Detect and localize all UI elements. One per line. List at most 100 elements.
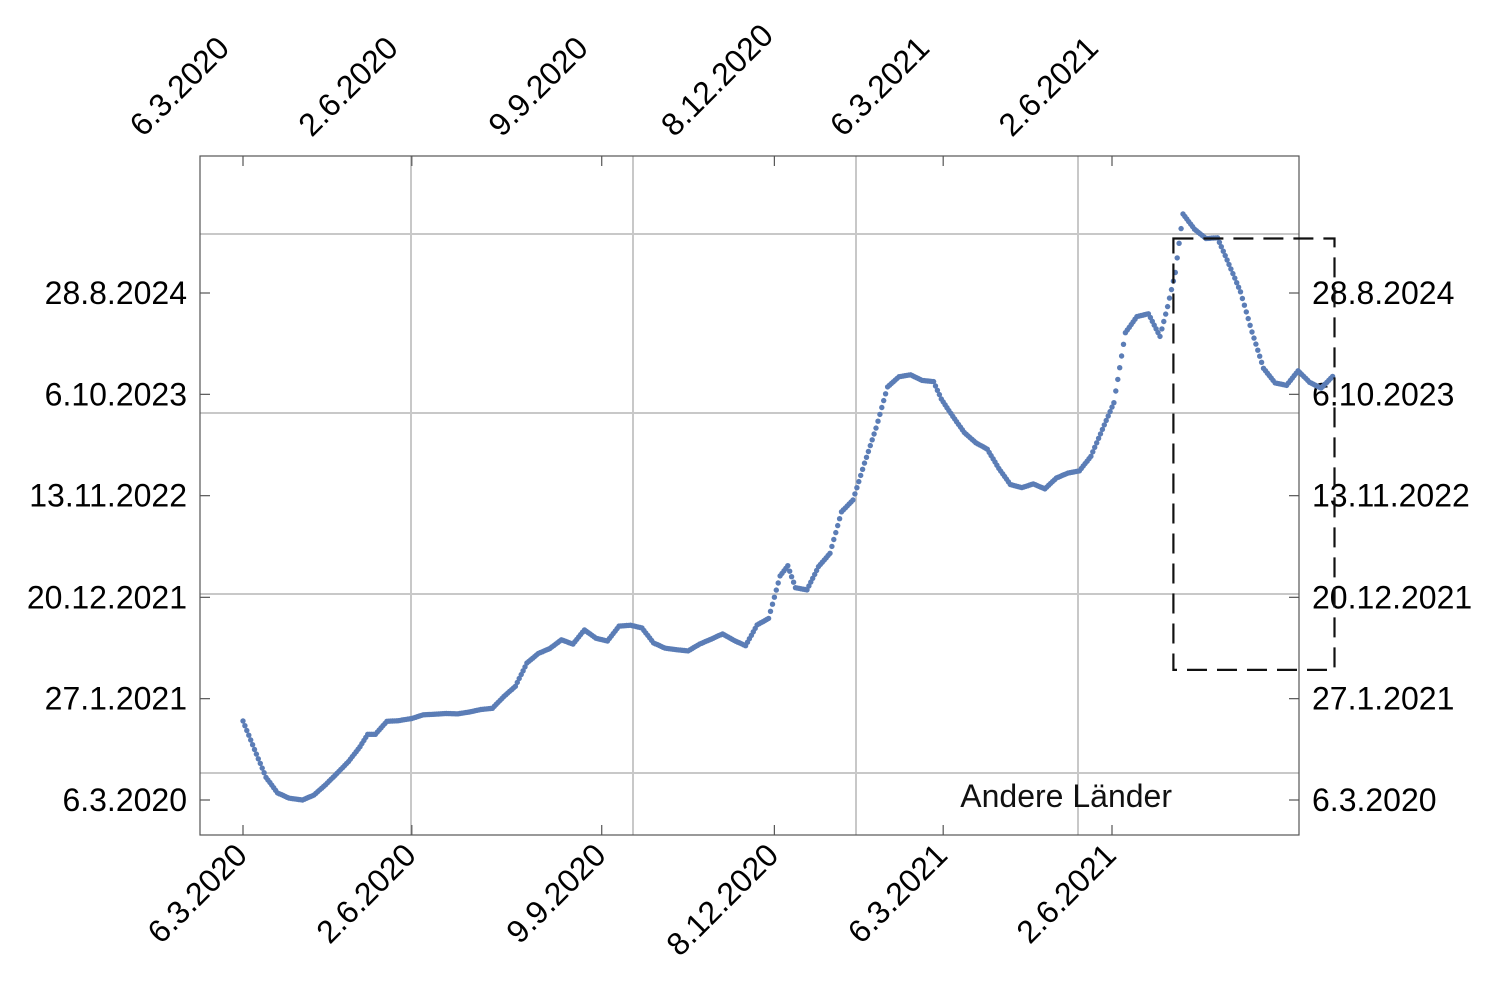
data-point xyxy=(936,391,943,398)
data-point xyxy=(1218,244,1225,250)
data-point xyxy=(783,565,789,571)
data-point xyxy=(1253,341,1259,347)
data-point xyxy=(522,664,528,670)
y-tick-label-left: 27.1.2021 xyxy=(45,681,187,717)
data-point xyxy=(1224,257,1230,263)
data-point xyxy=(829,543,835,550)
x-tick-label-bottom: 6.3.2020 xyxy=(140,836,254,950)
data-point xyxy=(257,760,263,767)
data-point xyxy=(1255,347,1261,353)
data-point xyxy=(854,485,860,491)
data-point xyxy=(1028,481,1035,488)
data-point xyxy=(1111,400,1117,406)
data-point xyxy=(1143,311,1150,317)
data-point xyxy=(873,425,879,431)
data-point xyxy=(332,772,338,778)
data-point xyxy=(865,448,872,455)
data-point xyxy=(775,580,781,586)
data-point xyxy=(881,397,887,404)
data-point xyxy=(932,383,939,389)
data-point xyxy=(773,587,779,593)
data-point xyxy=(869,437,875,443)
data-point xyxy=(1051,477,1058,483)
data-point xyxy=(441,710,448,717)
x-tick-label-top: 2.6.2021 xyxy=(991,29,1105,143)
data-point xyxy=(249,742,256,748)
y-tick-label-left: 13.11.2022 xyxy=(29,478,187,514)
x-tick-label-bottom: 2.6.2021 xyxy=(1009,836,1123,950)
data-point xyxy=(240,718,246,724)
data-point xyxy=(261,770,267,776)
data-point xyxy=(255,756,261,762)
data-point xyxy=(1005,479,1012,485)
data-point xyxy=(1132,316,1138,322)
data-point xyxy=(741,642,747,648)
data-point xyxy=(1094,440,1100,446)
data-point xyxy=(1234,280,1240,286)
data-point xyxy=(1163,311,1169,317)
y-tick-label-right: 13.11.2022 xyxy=(1312,478,1470,514)
data-point xyxy=(1074,468,1081,474)
data-point xyxy=(771,594,778,600)
data-point xyxy=(879,404,885,411)
data-point xyxy=(848,499,854,505)
data-point xyxy=(1270,377,1276,384)
x-tick-label-top: 2.6.2020 xyxy=(291,29,405,143)
data-point xyxy=(1241,302,1248,308)
data-point xyxy=(1235,284,1242,290)
data-point xyxy=(614,625,620,632)
data-point xyxy=(882,391,889,397)
data-point xyxy=(1237,289,1244,295)
data-point xyxy=(856,478,862,485)
y-tick-label-right: 20.12.2021 xyxy=(1312,579,1472,615)
data-point xyxy=(769,601,776,607)
data-point xyxy=(1226,261,1232,268)
highlight-box xyxy=(1172,237,1336,671)
data-point xyxy=(1220,248,1227,254)
data-point xyxy=(1120,341,1127,347)
data-point xyxy=(1155,329,1161,336)
data-point xyxy=(1103,417,1109,424)
x-tick-label-top: 9.9.2020 xyxy=(481,29,595,143)
data-point xyxy=(248,737,254,743)
data-point xyxy=(1118,353,1125,359)
data-point xyxy=(875,418,881,424)
data-points xyxy=(240,211,1336,803)
data-point xyxy=(1328,375,1334,381)
data-point xyxy=(1222,252,1228,259)
data-point xyxy=(825,552,831,559)
data-point xyxy=(510,685,517,691)
data-point xyxy=(1097,431,1104,437)
data-point xyxy=(767,608,774,614)
x-tick-label-bottom: 2.6.2020 xyxy=(309,836,423,950)
x-axis-top-labels: 6.3.2020 2.6.2020 9.9.2020 8.12.2020 6.3.202… xyxy=(122,17,1105,143)
data-point xyxy=(309,793,315,799)
data-point xyxy=(867,442,873,449)
data-point xyxy=(859,466,866,472)
data-point xyxy=(1230,270,1236,277)
data-point xyxy=(253,751,260,757)
data-point xyxy=(718,632,724,638)
data-point xyxy=(852,491,858,497)
y-tick-label-right: 28.8.2024 xyxy=(1312,275,1454,311)
grid-lines xyxy=(200,156,1299,835)
x-tick-label-bottom: 9.9.2020 xyxy=(499,836,613,950)
data-point xyxy=(1017,484,1023,490)
x-axis-bottom-labels: 6.3.2020 2.6.2020 9.9.2020 8.12.2020 6.3.202… xyxy=(140,836,1123,962)
data-point xyxy=(871,431,877,437)
data-point xyxy=(363,734,369,741)
data-point xyxy=(1092,444,1098,450)
y-tick-label-right: 6.3.2020 xyxy=(1312,782,1437,818)
data-point xyxy=(752,625,758,632)
data-point xyxy=(499,695,505,702)
data-point xyxy=(1164,303,1171,310)
data-point xyxy=(994,462,1000,468)
data-point xyxy=(858,472,864,479)
data-point xyxy=(959,427,966,433)
data-point xyxy=(1099,426,1106,433)
data-point xyxy=(1109,404,1115,410)
data-point xyxy=(1095,435,1102,441)
data-point xyxy=(355,746,361,752)
data-point xyxy=(1090,449,1096,455)
